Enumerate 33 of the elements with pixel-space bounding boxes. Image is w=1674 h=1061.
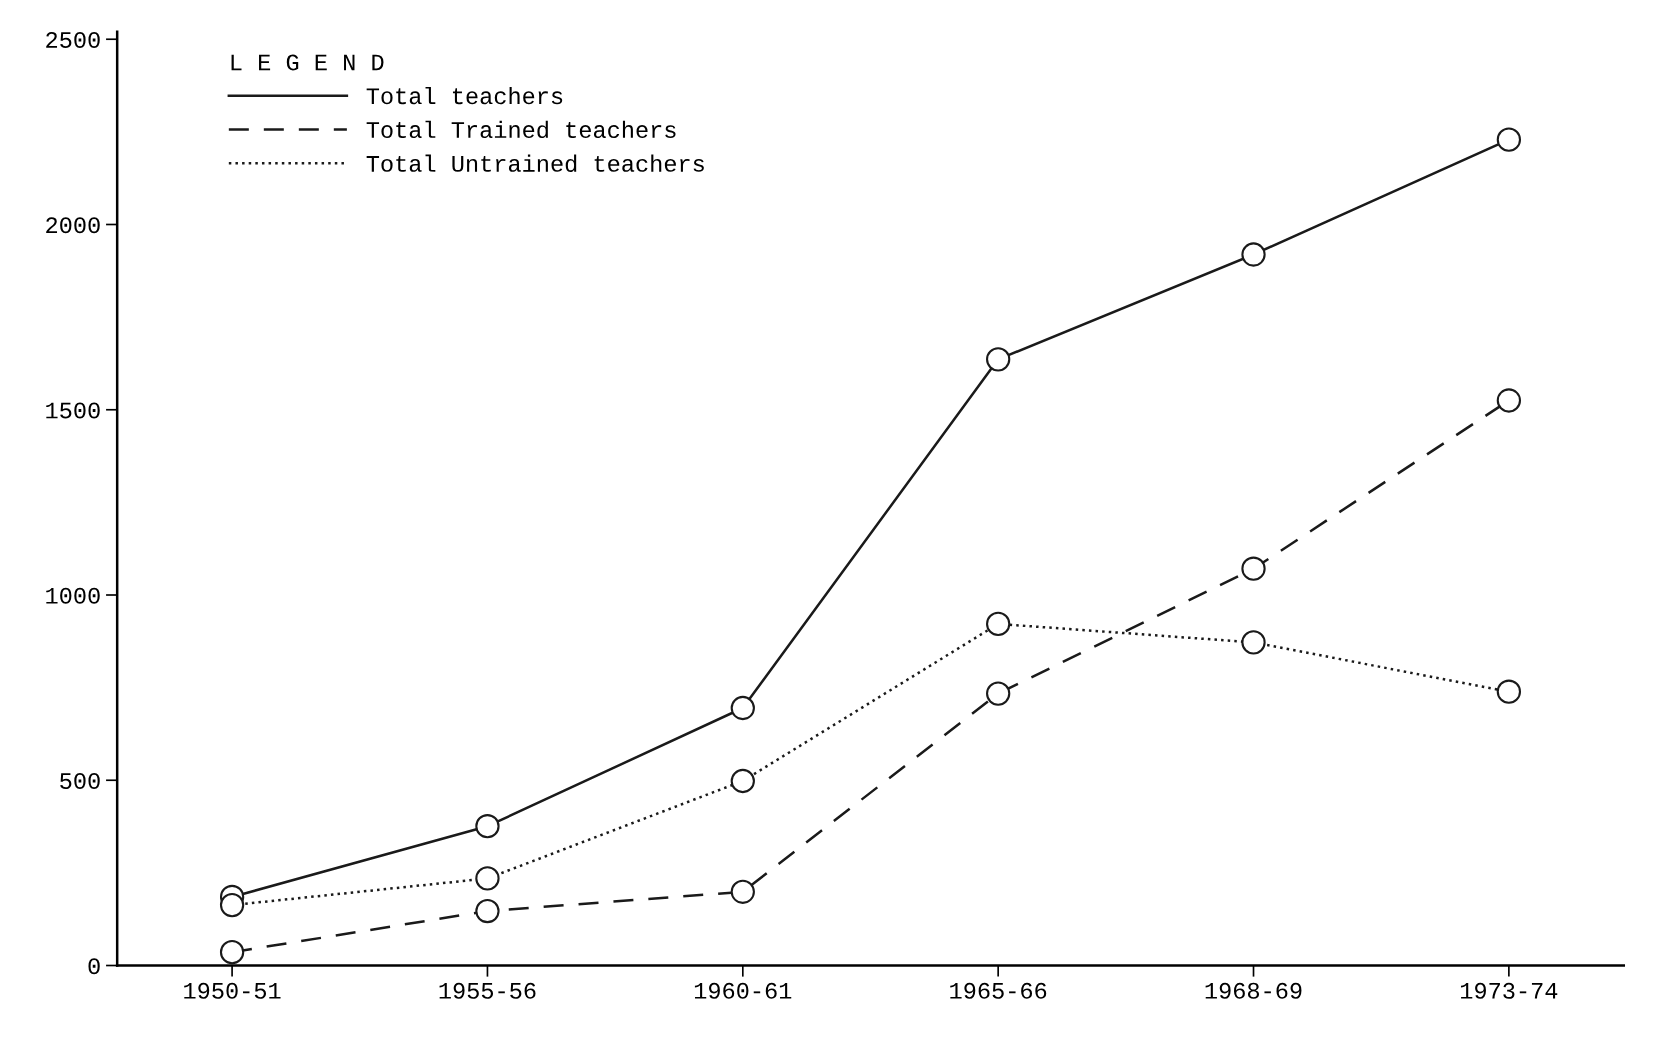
point — [475, 814, 500, 839]
y-tick-label: 500 — [60, 773, 100, 790]
point — [730, 768, 755, 794]
x-tick-label: 1968-69 — [1205, 982, 1302, 999]
point — [986, 681, 1011, 706]
point — [219, 940, 245, 965]
point — [1241, 242, 1266, 267]
y-tick-label: 2500 — [46, 32, 100, 49]
legend-label: Total Untrained teachers — [366, 154, 704, 172]
point — [475, 866, 500, 891]
point — [475, 898, 500, 924]
point — [1241, 556, 1266, 581]
point — [219, 892, 245, 918]
point — [730, 695, 755, 721]
x-tick-label: 1950-51 — [184, 982, 281, 999]
y-tick-label: 2000 — [46, 217, 100, 234]
legend-label: Total teachers — [366, 86, 563, 105]
point — [1241, 630, 1266, 655]
y-tick-label: 1500 — [46, 402, 100, 419]
x-tick-label: 1955-56 — [439, 982, 536, 999]
y-tick-label: 1000 — [46, 587, 100, 604]
y-tick-label: 0 — [88, 958, 100, 975]
legend-label: Total Trained teachers — [366, 120, 676, 139]
x-tick-label: 1965-66 — [950, 982, 1047, 999]
point — [1496, 127, 1522, 152]
point — [1496, 679, 1522, 704]
point — [730, 879, 755, 904]
point — [986, 347, 1011, 372]
point — [986, 611, 1011, 637]
point — [1496, 388, 1522, 413]
x-tick-label: 1973-74 — [1460, 982, 1558, 999]
x-tick-label: 1960-61 — [694, 982, 792, 999]
legend-title: L E G E N D — [231, 54, 384, 71]
